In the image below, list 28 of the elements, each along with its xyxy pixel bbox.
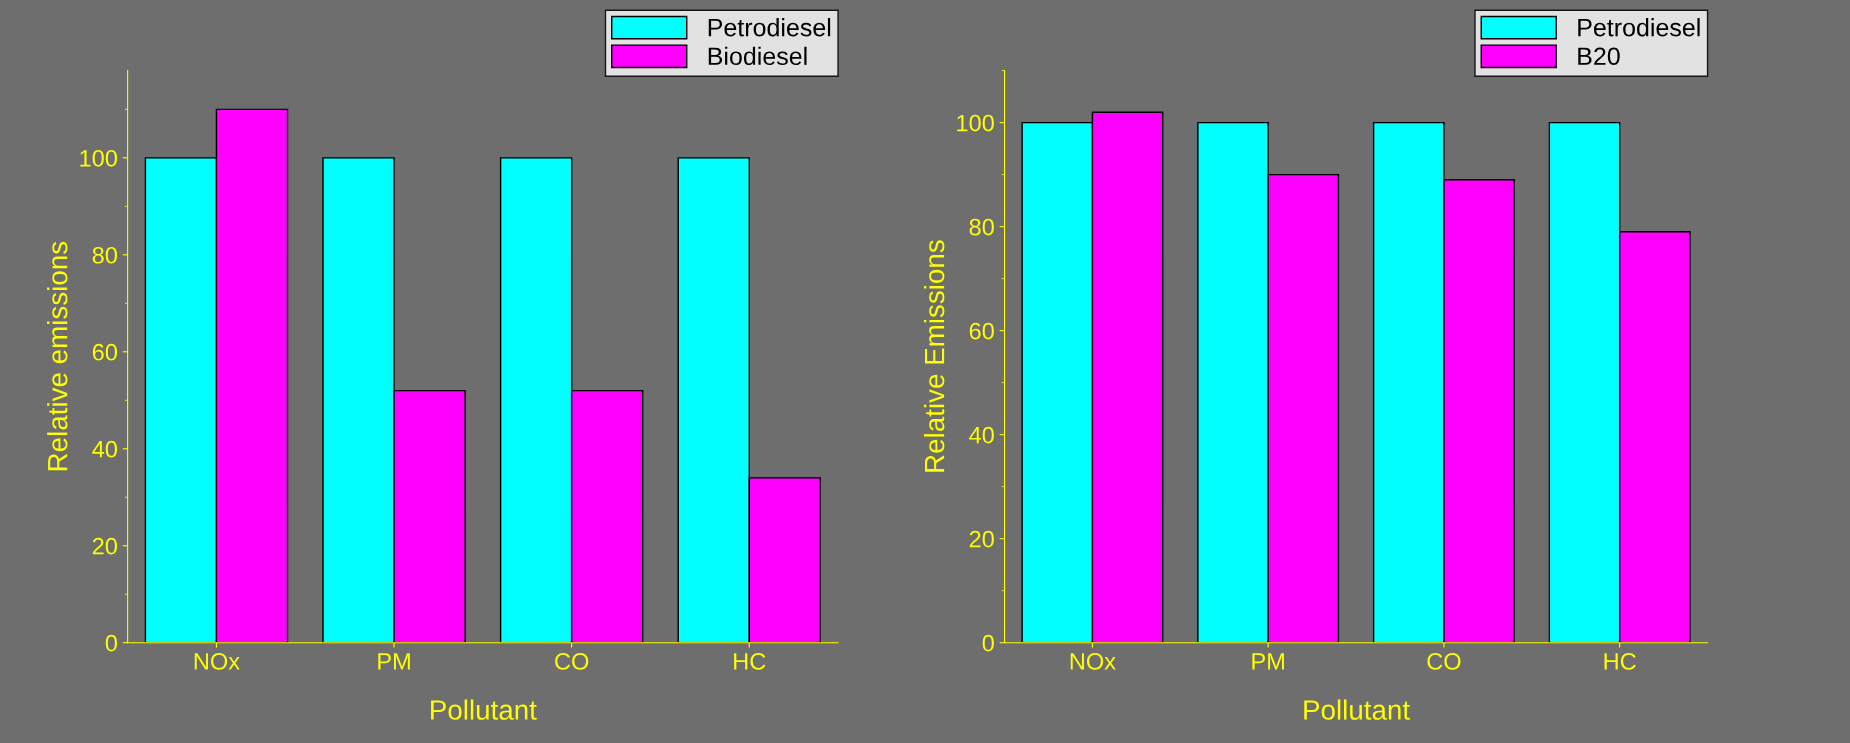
y-tick-label: 0 <box>982 634 994 652</box>
x-axis-title: Pollutant <box>1304 699 1410 720</box>
x-tick-label: CO <box>1427 653 1461 670</box>
y-tick-label: 40 <box>92 440 118 458</box>
x-tick-label: NOx <box>1070 653 1116 670</box>
y-tick-label: 0 <box>105 634 118 652</box>
x-axis-title: Pollutant <box>431 699 537 720</box>
y-tick-label: 80 <box>92 246 118 264</box>
legend-label: Petrodiesel <box>1578 18 1700 37</box>
legend-label: B20 <box>1578 47 1620 66</box>
y-axis-title: Relative Emissions <box>923 240 945 472</box>
y-tick-label: 20 <box>969 530 994 548</box>
x-tick-label: HC <box>1604 653 1636 670</box>
x-tick-label: NOx <box>194 653 240 670</box>
y-tick-label: 60 <box>92 343 118 361</box>
x-tick-label: CO <box>555 653 589 670</box>
x-tick-label: PM <box>378 653 410 670</box>
x-tick-label: PM <box>1252 653 1284 670</box>
legend-label: Petrodiesel <box>708 18 831 37</box>
y-tick-label: 40 <box>969 426 994 444</box>
legend-label: Biodiesel <box>708 46 807 66</box>
y-tick-label: 80 <box>969 218 994 236</box>
y-tick-label: 60 <box>969 322 994 340</box>
y-tick-label: 100 <box>80 149 118 167</box>
y-tick-label: 100 <box>957 114 994 132</box>
x-tick-label: HC <box>734 653 766 670</box>
y-axis-title: Relative emissions <box>47 241 68 471</box>
y-tick-label: 20 <box>92 537 118 555</box>
